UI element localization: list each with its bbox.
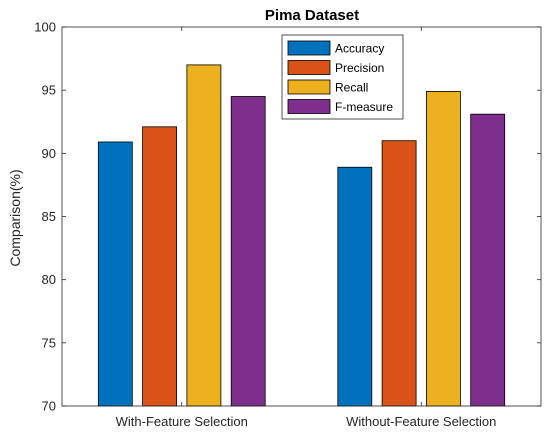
bar-recall-2 [425, 91, 461, 407]
bar-recall-1 [186, 64, 222, 407]
y-tick-label: 75 [42, 335, 56, 350]
bar-precision-1 [142, 126, 178, 407]
legend-label-f-measure: F-measure [335, 100, 393, 114]
axes-layer: With-Feature Selection Without-Feature Se… [34, 20, 542, 429]
legend-swatch-recall [287, 79, 331, 95]
bars-layer [97, 64, 506, 407]
legend-swatch-f-measure [287, 99, 331, 114]
y-tick-label: 80 [42, 272, 56, 287]
bar-f-measure-1 [230, 96, 266, 407]
bar-f-measure-2 [470, 113, 506, 407]
chart-title: Pima Dataset [265, 7, 359, 24]
bar-accuracy-1 [97, 141, 133, 407]
legend-label-accuracy: Accuracy [335, 42, 384, 56]
y-axis-label: Comparison(%) [7, 169, 23, 266]
y-tick-label: 90 [42, 146, 56, 161]
y-tick-label: 70 [42, 399, 56, 414]
legend-swatch-precision [287, 60, 331, 75]
bar-accuracy-2 [337, 166, 373, 407]
legend-label-recall: Recall [335, 81, 368, 95]
legend-label-precision: Precision [335, 61, 384, 75]
chart-legend: Accuracy Precision Recall F-measure [281, 34, 404, 120]
y-tick-label: 100 [34, 20, 56, 35]
y-tick-label: 85 [42, 209, 56, 224]
x-tick-label: With-Feature Selection [116, 414, 248, 429]
legend-swatch-accuracy [287, 40, 331, 56]
y-tick-label: 95 [42, 83, 56, 98]
bar-precision-2 [381, 140, 417, 407]
x-tick-label: Without-Feature Selection [346, 414, 496, 429]
